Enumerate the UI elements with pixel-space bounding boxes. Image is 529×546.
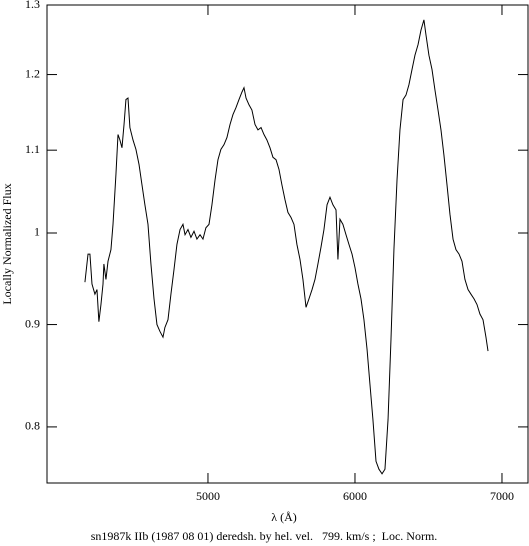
x-axis-label: λ (Å) [271, 510, 296, 524]
x-tick-label: 7000 [490, 489, 514, 503]
y-axis-label: Locally Normalized Flux [0, 183, 14, 304]
y-tick-label: 1.2 [25, 66, 40, 80]
y-tick-label: 1.1 [25, 142, 40, 156]
y-tick-label: 0.8 [25, 419, 40, 433]
y-tick-label: 0.9 [25, 316, 40, 330]
plot-frame [46, 4, 529, 484]
y-tick-label: 1.3 [25, 0, 40, 11]
spectrum-line [84, 19, 489, 475]
caption: sn1987k IIb (1987 08 01) deredsh. by hel… [91, 529, 438, 543]
x-tick-label: 5000 [196, 489, 220, 503]
x-tick-label: 6000 [343, 489, 367, 503]
y-tick-label: 1 [34, 225, 40, 239]
